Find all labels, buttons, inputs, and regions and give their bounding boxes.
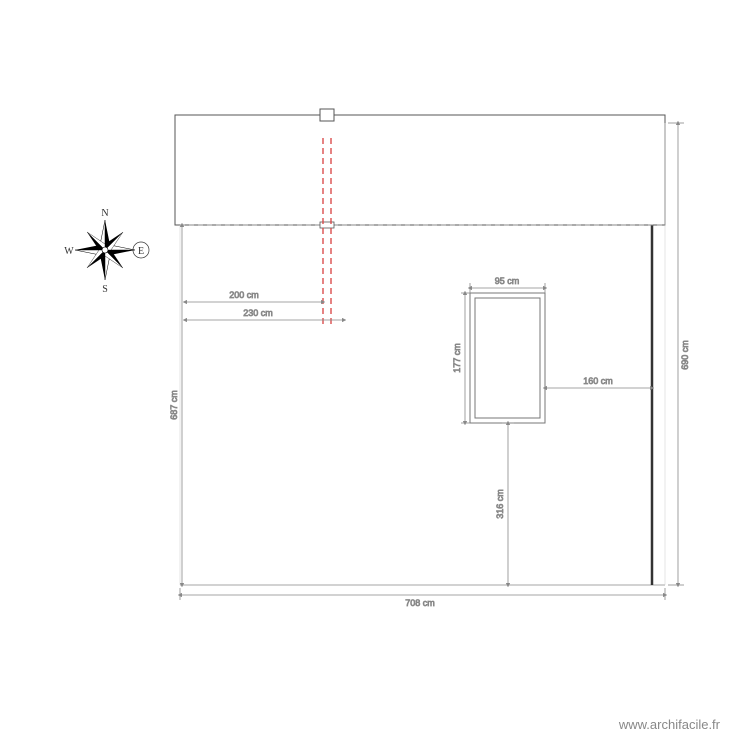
dim-95-label: 95 cm — [495, 276, 520, 286]
compass-s-label: S — [102, 284, 108, 295]
compass-w-label: W — [64, 246, 74, 257]
dim-177-label: 177 cm — [452, 343, 462, 373]
compass-e-label: E — [138, 246, 144, 257]
dim-160-label: 160 cm — [583, 376, 613, 386]
small-wall-segment — [320, 222, 334, 228]
dim-316-label: 316 cm — [495, 489, 505, 519]
compass-rose-icon: N S E W — [64, 208, 149, 295]
dim-690-label: 690 cm — [680, 340, 690, 370]
top-bar — [175, 109, 665, 225]
compass-n-label: N — [101, 208, 108, 219]
dim-687-label: 687 cm — [169, 390, 179, 420]
floorplan-canvas: 200 cm 230 cm 687 cm 708 cm 690 cm 95 cm… — [0, 0, 750, 750]
small-room — [470, 293, 545, 423]
dim-200-label: 200 cm — [229, 290, 259, 300]
dim-230-label: 230 cm — [243, 308, 273, 318]
dim-708-label: 708 cm — [405, 598, 435, 608]
watermark-text: www.archifacile.fr — [619, 717, 720, 732]
